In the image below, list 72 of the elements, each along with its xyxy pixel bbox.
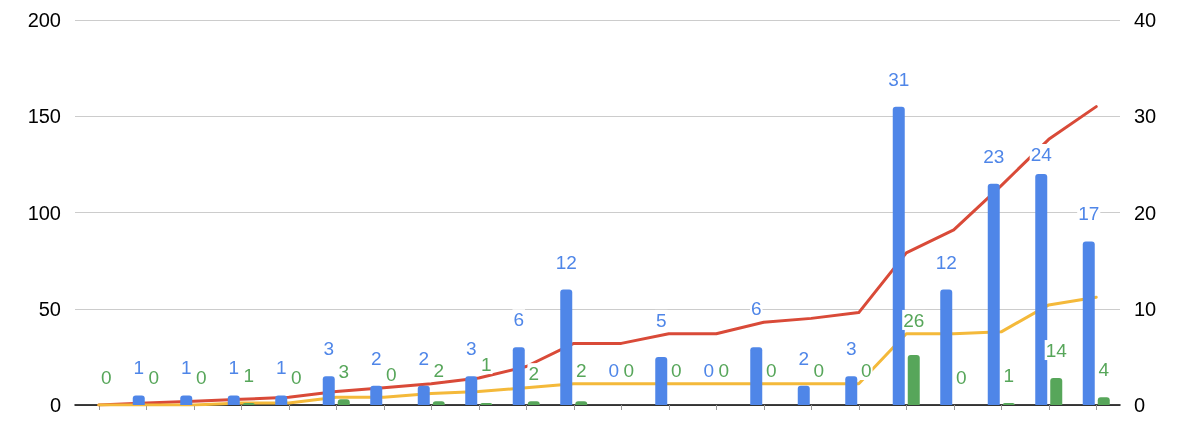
bar <box>750 347 763 405</box>
data-label: 0 <box>148 367 160 388</box>
y-tick-label: 0 <box>49 394 61 416</box>
bar <box>465 376 478 405</box>
data-label: 3 <box>845 338 857 360</box>
data-label: 2 <box>798 347 810 369</box>
data-label: 0 <box>100 367 112 388</box>
bar <box>940 289 953 405</box>
bar <box>845 376 858 405</box>
y2-tick-label: 30 <box>1134 105 1157 128</box>
data-label: 26 <box>903 309 925 331</box>
data-label: 0 <box>290 367 302 388</box>
data-label: 2 <box>528 363 540 385</box>
data-label: 1 <box>243 365 255 387</box>
data-label: 24 <box>1030 144 1053 165</box>
data-label: 4 <box>1098 359 1110 381</box>
y2-tick-label: 20 <box>1134 201 1157 224</box>
bar <box>322 376 335 405</box>
bar <box>797 385 810 405</box>
data-label: 1 <box>1003 365 1015 387</box>
bar <box>560 289 573 405</box>
data-label: 0 <box>860 360 872 381</box>
data-label: 1 <box>180 357 192 379</box>
data-label: 5 <box>655 309 667 331</box>
data-label: 0 <box>813 360 825 381</box>
data-label: 0 <box>718 360 730 381</box>
data-label: 2 <box>433 360 445 382</box>
y2-tick-label: 0 <box>1134 394 1146 416</box>
bar <box>512 347 525 405</box>
data-label: 0 <box>765 360 777 381</box>
data-label: 0 <box>623 360 635 381</box>
data-label: 14 <box>1045 340 1068 362</box>
data-label: 12 <box>935 251 957 273</box>
data-label: 23 <box>983 145 1005 167</box>
y2-tick-label: 40 <box>1134 9 1157 31</box>
bar <box>227 395 240 405</box>
data-label: 12 <box>555 251 577 273</box>
y-tick-label: 150 <box>27 105 61 128</box>
data-label: 0 <box>670 360 682 381</box>
bar <box>275 395 288 405</box>
data-label: 6 <box>513 309 525 331</box>
data-label: 0 <box>195 367 207 388</box>
data-label: 6 <box>750 298 762 320</box>
y-tick-label: 100 <box>27 201 61 224</box>
data-label: 1 <box>228 357 240 379</box>
bar <box>417 385 430 405</box>
data-label: 31 <box>888 68 910 90</box>
y-tick-label: 200 <box>27 9 61 31</box>
data-label: 0 <box>955 367 967 388</box>
data-label: 3 <box>323 338 335 360</box>
data-label: 1 <box>133 357 145 379</box>
data-label: 3 <box>465 338 477 360</box>
y2-tick-label: 10 <box>1134 297 1157 320</box>
bar <box>1035 174 1048 405</box>
y-tick-label: 50 <box>38 297 61 320</box>
bar <box>987 183 1000 405</box>
data-label: 0 <box>385 364 397 385</box>
bar <box>180 395 193 405</box>
data-label: 1 <box>275 357 287 379</box>
data-label: 1 <box>480 354 492 376</box>
data-label: 2 <box>418 347 430 369</box>
data-label: 2 <box>370 347 382 369</box>
bar <box>132 395 145 405</box>
bar <box>892 106 905 405</box>
data-label: 2 <box>575 360 587 382</box>
data-label: 0 <box>703 360 715 381</box>
bar <box>1082 241 1095 405</box>
data-label: 17 <box>1078 203 1100 225</box>
bar <box>655 356 668 405</box>
data-label: 3 <box>338 361 350 383</box>
bar <box>370 385 383 405</box>
data-label: 0 <box>608 360 620 381</box>
